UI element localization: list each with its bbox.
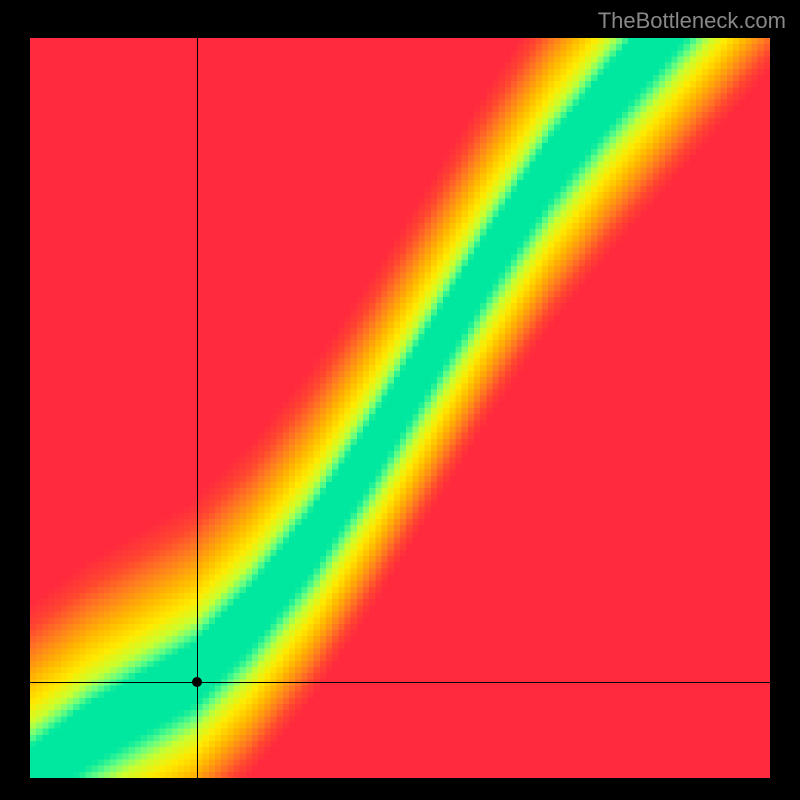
- bottleneck-heatmap: [30, 38, 770, 778]
- crosshair-horizontal: [30, 682, 770, 683]
- heatmap-canvas: [30, 38, 770, 778]
- watermark-text: TheBottleneck.com: [598, 8, 786, 34]
- crosshair-marker-dot: [192, 677, 202, 687]
- crosshair-vertical: [197, 38, 198, 778]
